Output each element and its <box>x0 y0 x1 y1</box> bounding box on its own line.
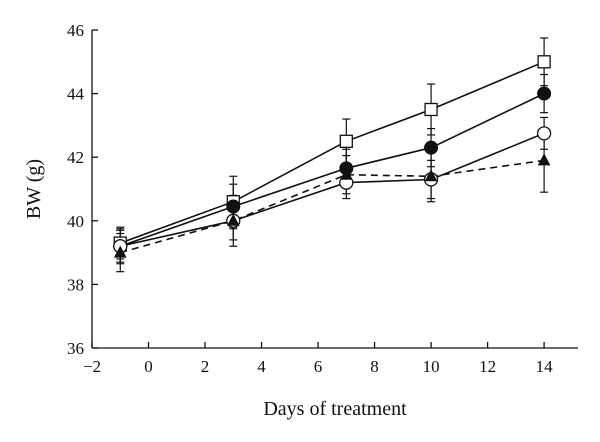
series-lines <box>120 61 545 254</box>
series-markers <box>113 55 552 258</box>
data-point-filled-triangle <box>537 153 551 166</box>
data-point-filled-triangle <box>226 213 240 226</box>
y-tick-label: 38 <box>67 275 84 294</box>
series-line-open-circle <box>120 132 545 247</box>
y-tick-label: 42 <box>67 148 84 167</box>
data-point-filled-circle <box>537 86 552 101</box>
series-line-open-square <box>120 61 545 244</box>
y-ticks: 36 38 40 42 44 46 <box>67 21 98 358</box>
axes-layer <box>91 30 578 349</box>
series-line-filled-triangle <box>120 159 545 254</box>
x-ticks: −2 0 2 4 6 8 10 12 14 <box>83 342 553 376</box>
data-point-open-square <box>339 134 353 148</box>
x-axis-title: Days of treatment <box>263 398 407 420</box>
x-tick-label: −2 <box>83 357 101 376</box>
x-tick-label: 2 <box>201 357 210 376</box>
series-layer <box>113 37 552 273</box>
x-tick-label: 4 <box>257 357 266 376</box>
error-bars <box>116 37 549 273</box>
data-point-filled-circle <box>226 199 241 214</box>
y-tick-label: 44 <box>67 85 85 104</box>
data-point-filled-triangle <box>424 169 438 182</box>
data-point-open-circle <box>536 126 552 141</box>
x-tick-label: 0 <box>144 357 153 376</box>
data-point-filled-circle <box>424 140 439 155</box>
data-point-filled-triangle <box>339 167 353 180</box>
y-tick-label: 40 <box>67 212 84 231</box>
y-axis-title: BW (g) <box>23 159 45 219</box>
data-point-filled-triangle <box>113 245 127 258</box>
data-point-open-square <box>537 55 551 69</box>
x-tick-label: 6 <box>314 357 323 376</box>
y-tick-label: 46 <box>67 21 84 40</box>
x-tick-label: 8 <box>370 357 379 376</box>
x-tick-label: 12 <box>479 357 496 376</box>
x-tick-label: 10 <box>423 357 440 376</box>
y-tick-label: 36 <box>67 339 84 358</box>
x-tick-label: 14 <box>536 357 554 376</box>
data-point-open-square <box>424 102 438 117</box>
